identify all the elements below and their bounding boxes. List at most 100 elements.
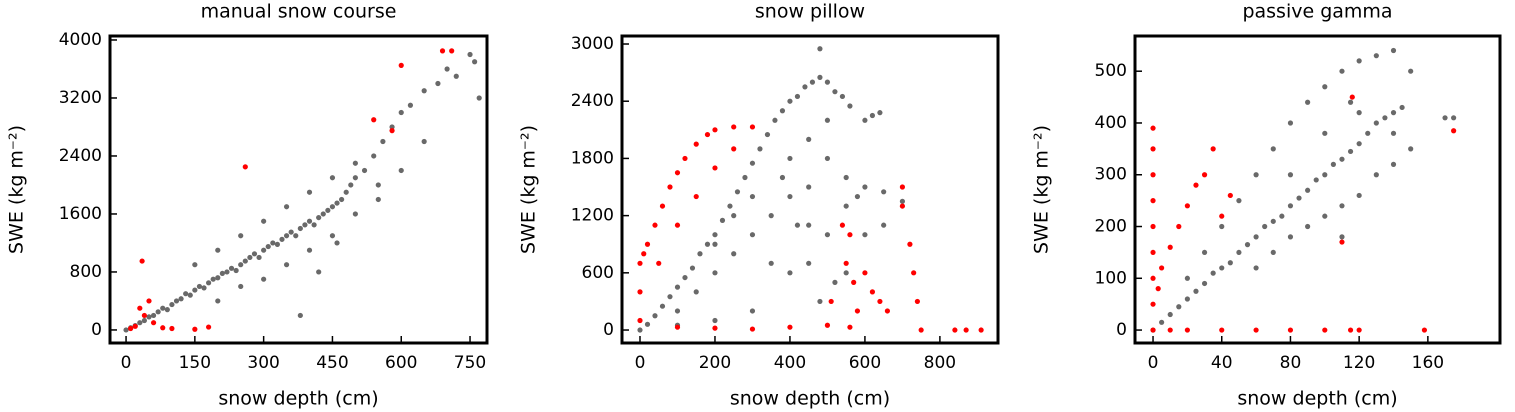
x-tick-label: 80 [1280, 353, 1302, 373]
scatter-point [371, 117, 377, 123]
scatter-point [787, 98, 793, 104]
scatter-point [316, 269, 322, 275]
scatter-point [749, 308, 756, 314]
x-axis-label: snow depth (cm) [1237, 388, 1397, 410]
scatter-point [1287, 234, 1294, 240]
scatter-point [918, 327, 924, 333]
scatter-point [712, 165, 718, 171]
scatter-point [1322, 213, 1328, 219]
scatter-point [869, 112, 876, 119]
scatter-point [881, 222, 887, 228]
scatter-point [210, 276, 216, 282]
scatter-point [1219, 213, 1225, 219]
scatter-point [843, 174, 849, 181]
scatter-point [877, 110, 883, 116]
scatter-point [843, 260, 849, 266]
scatter-point [824, 117, 831, 123]
scatter-point [731, 146, 737, 152]
scatter-point [1184, 296, 1190, 302]
scatter-point [704, 241, 711, 247]
scatter-point [1219, 223, 1225, 230]
scatter-point [233, 267, 239, 274]
scatter-point [731, 251, 737, 257]
scatter-point [265, 243, 271, 250]
scatter-point [444, 66, 450, 72]
scatter-point [817, 46, 823, 52]
scatter-point [749, 160, 756, 166]
scatter-point [854, 308, 861, 314]
scatter-point [693, 193, 699, 200]
scatter-point [749, 232, 756, 238]
y-tick-label: 300 [1095, 165, 1127, 185]
scatter-point [173, 298, 180, 304]
scatter-point [283, 233, 290, 239]
scatter-point [824, 232, 831, 238]
scatter-point [329, 204, 336, 210]
scatter-point [1451, 128, 1457, 134]
scatter-point [1347, 99, 1354, 105]
scatter-point [306, 218, 313, 224]
scatter-point [1373, 172, 1379, 178]
scatter-point [787, 270, 793, 276]
scatter-point [1150, 327, 1156, 333]
scatter-point [160, 325, 166, 331]
scatter-point [334, 240, 340, 246]
scatter-point [261, 218, 267, 224]
scatter-point [824, 79, 831, 85]
scatter-point [1390, 161, 1397, 167]
x-axis-label: snow depth (cm) [218, 388, 378, 410]
scatter-point [674, 308, 681, 314]
scatter-point [907, 241, 913, 247]
scatter-point [283, 262, 290, 268]
scatter-point [1365, 130, 1371, 136]
scatter-point [1219, 265, 1225, 271]
x-tick-label: 200 [699, 353, 731, 373]
scatter-point [1373, 53, 1379, 59]
scatter-point [320, 211, 326, 217]
scatter-point [734, 189, 741, 195]
scatter-point [334, 200, 340, 206]
scatter-point [329, 175, 336, 181]
scatter-point [1253, 265, 1259, 271]
y-tick-label: 800 [70, 262, 102, 282]
scatter-point [270, 240, 276, 246]
scatter-point [1270, 249, 1276, 256]
y-axis-label: SWE (kg m⁻²) [6, 125, 28, 254]
scatter-point [139, 258, 145, 264]
scatter-point [467, 51, 473, 58]
y-tick-label: 0 [1116, 320, 1127, 340]
scatter-point [375, 196, 381, 203]
scatter-point [1349, 94, 1355, 100]
scatter-point [160, 305, 166, 311]
scatter-point [1279, 213, 1285, 219]
scatter-point [137, 320, 143, 326]
scatter-point [178, 296, 184, 302]
x-tick-label: 300 [247, 353, 279, 373]
scatter-point [843, 270, 849, 276]
x-tick-label: 750 [454, 353, 486, 373]
x-tick-label: 450 [316, 353, 348, 373]
scatter-point [1339, 156, 1345, 162]
scatter-point [731, 124, 737, 130]
scatter-point [371, 153, 377, 159]
x-tick-label: 150 [179, 353, 211, 373]
scatter-point [352, 160, 358, 166]
scatter-point [1201, 172, 1208, 178]
scatter-point [768, 213, 774, 219]
scatter-point [697, 251, 703, 257]
scatter-point [1296, 195, 1302, 201]
scatter-point [1339, 203, 1345, 209]
scatter-point [141, 312, 147, 319]
x-tick-label: 0 [121, 353, 132, 373]
scatter-point [316, 214, 322, 221]
scatter-point [659, 303, 666, 309]
scatter-point [787, 155, 793, 162]
scatter-point [712, 317, 718, 324]
scatter-point [238, 262, 244, 268]
scatter-point [731, 213, 737, 219]
scatter-point [674, 284, 681, 290]
scatter-point [652, 313, 658, 319]
scatter-point [132, 323, 138, 329]
scatter-point [449, 48, 455, 54]
scatter-point [637, 289, 643, 295]
